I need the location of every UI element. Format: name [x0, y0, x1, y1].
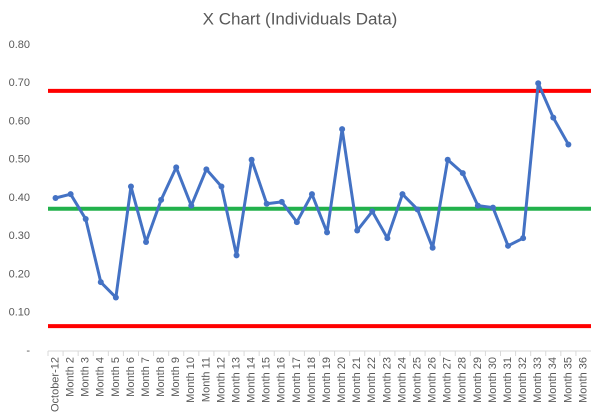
data-point — [82, 216, 89, 223]
data-point — [399, 191, 406, 198]
x-tick-label: Month 35 — [562, 357, 574, 403]
x-tick-label: Month 8 — [155, 357, 167, 397]
data-point — [550, 114, 557, 121]
data-point — [520, 235, 527, 242]
x-tick-label: Month 28 — [457, 357, 469, 403]
y-tick-label: 0.80 — [9, 39, 30, 51]
data-point — [565, 141, 572, 148]
data-point — [97, 279, 104, 286]
data-point — [429, 244, 436, 251]
data-point — [173, 164, 180, 171]
x-tick-label: Month 32 — [517, 357, 529, 403]
x-tick-label: Month 13 — [230, 357, 242, 403]
x-tick-label: Month 34 — [547, 357, 559, 403]
x-tick-label: Month 26 — [427, 357, 439, 403]
x-tick-label: Month 27 — [442, 357, 454, 403]
x-tick-label: Month 36 — [577, 357, 589, 403]
data-point — [233, 252, 240, 259]
data-point — [324, 229, 331, 236]
data-point — [293, 219, 300, 226]
y-tick-label: 0.10 — [9, 307, 30, 319]
x-tick-label: October-12 — [49, 357, 61, 412]
data-point — [112, 294, 119, 301]
data-point — [278, 198, 285, 205]
y-tick-label: 0.30 — [9, 230, 30, 242]
x-tick-label: Month 30 — [487, 357, 499, 403]
data-point — [263, 200, 270, 207]
data-point — [188, 202, 195, 209]
data-point — [248, 156, 255, 163]
data-point — [474, 202, 481, 209]
x-tick-label: Month 16 — [276, 357, 288, 403]
x-tick-label: Month 7 — [140, 357, 152, 397]
data-point — [505, 242, 512, 249]
data-point — [489, 204, 496, 211]
data-point — [354, 227, 361, 234]
x-tick-label: Month 4 — [95, 357, 107, 397]
x-tick-label: Month 20 — [336, 357, 348, 403]
data-point — [143, 238, 150, 245]
x-tick-label: Month 19 — [321, 357, 333, 403]
chart-title: X Chart (Individuals Data) — [203, 9, 398, 28]
y-tick-label: 0.20 — [9, 268, 30, 280]
data-point — [535, 80, 542, 87]
x-tick-label: Month 18 — [306, 357, 318, 403]
x-tick-label: Month 22 — [366, 357, 378, 403]
data-point — [127, 183, 134, 190]
x-tick-label: Month 23 — [381, 357, 393, 403]
data-point — [218, 183, 225, 190]
x-tick-label: Month 14 — [246, 357, 258, 403]
x-tick-label: Month 21 — [351, 357, 363, 403]
x-tick-label: Month 3 — [80, 357, 92, 397]
y-tick-label: 0.60 — [9, 115, 30, 127]
x-tick-label: Month 25 — [411, 357, 423, 403]
y-tick-label: 0.40 — [9, 192, 30, 204]
data-point — [339, 126, 346, 133]
y-tick-label: - — [26, 345, 30, 357]
x-tick-label: Month 11 — [200, 357, 212, 402]
x-tick-label: Month 17 — [291, 357, 303, 403]
data-point — [308, 191, 315, 198]
x-tick-label: Month 29 — [472, 357, 484, 403]
x-tick-label: Month 2 — [65, 357, 77, 397]
data-point — [384, 235, 391, 242]
x-tick-label: Month 6 — [125, 357, 137, 397]
data-point — [414, 206, 421, 213]
data-point — [67, 191, 74, 198]
x-tick-label: Month 5 — [110, 357, 122, 397]
x-tick-label: Month 15 — [261, 357, 273, 403]
data-point — [444, 156, 451, 163]
x-tick-label: Month 9 — [170, 357, 182, 397]
data-point — [158, 196, 165, 203]
data-point — [369, 208, 376, 215]
data-point — [52, 195, 59, 201]
x-tick-label: Month 24 — [396, 357, 408, 403]
x-tick-label: Month 12 — [215, 357, 227, 403]
data-point — [203, 166, 210, 173]
x-tick-label: Month 33 — [532, 357, 544, 403]
y-tick-label: 0.70 — [9, 77, 30, 89]
y-tick-label: 0.50 — [9, 154, 30, 166]
x-tick-label: Month 31 — [502, 357, 514, 403]
x-tick-label: Month 10 — [185, 357, 197, 403]
data-point — [459, 170, 466, 177]
